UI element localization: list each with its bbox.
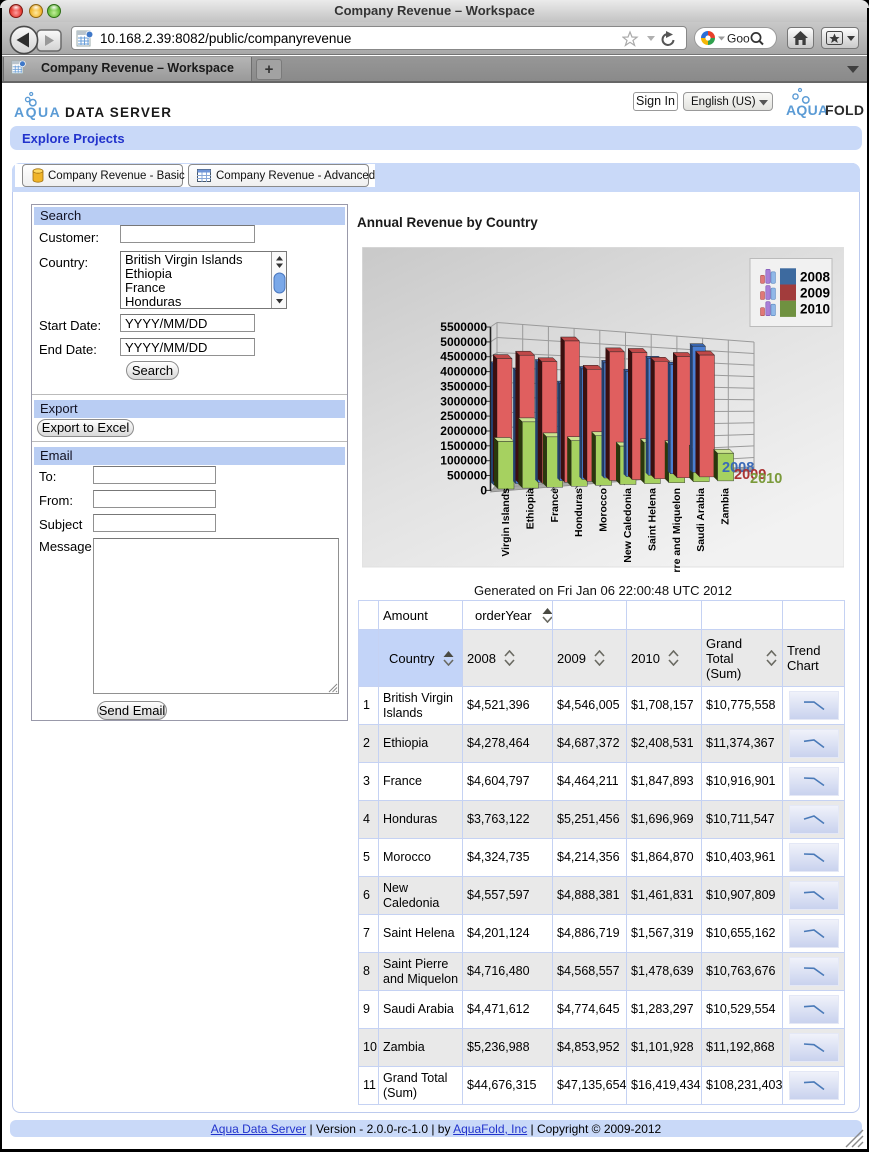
svg-text:Goo: Goo	[727, 32, 750, 46]
svg-text:France: France	[549, 488, 561, 523]
svg-text:Saudi Arabia: Saudi Arabia	[695, 488, 707, 552]
svg-text:4000000: 4000000	[440, 365, 487, 379]
svg-text:AQUA: AQUA	[14, 104, 61, 120]
svg-text:2010: 2010	[750, 471, 782, 487]
svg-text:Morocco: Morocco	[598, 488, 610, 532]
svg-text:rre and Miquelon: rre and Miquelon	[671, 488, 683, 573]
svg-text:1000000: 1000000	[440, 454, 487, 468]
svg-text:0: 0	[480, 483, 487, 497]
svg-text:DATA SERVER: DATA SERVER	[65, 105, 172, 120]
svg-text:500000: 500000	[447, 469, 487, 483]
svg-text:Honduras: Honduras	[573, 488, 585, 537]
svg-text:5000000: 5000000	[440, 335, 487, 349]
svg-text:FOLD: FOLD	[825, 102, 864, 118]
svg-text:4500000: 4500000	[440, 350, 487, 364]
svg-text:2009: 2009	[800, 286, 830, 301]
svg-text:1500000: 1500000	[440, 439, 487, 453]
svg-text:New Caledonia: New Caledonia	[622, 488, 634, 563]
svg-text:2000000: 2000000	[440, 424, 487, 438]
svg-text:Ethiopia: Ethiopia	[524, 488, 536, 530]
svg-text:2500000: 2500000	[440, 409, 487, 423]
svg-text:Saint Helena: Saint Helena	[646, 488, 658, 551]
svg-text:3500000: 3500000	[440, 379, 487, 393]
svg-text:2010: 2010	[800, 302, 830, 317]
svg-text:AQUA: AQUA	[786, 102, 828, 118]
svg-text:2009: 2009	[734, 467, 766, 483]
svg-text:2008: 2008	[722, 460, 754, 476]
svg-text:3000000: 3000000	[440, 394, 487, 408]
svg-text:Zambia: Zambia	[720, 488, 732, 525]
svg-text:Virgin Islands: Virgin Islands	[500, 488, 512, 557]
svg-text:2008: 2008	[800, 269, 831, 284]
svg-text:5500000: 5500000	[440, 320, 487, 334]
